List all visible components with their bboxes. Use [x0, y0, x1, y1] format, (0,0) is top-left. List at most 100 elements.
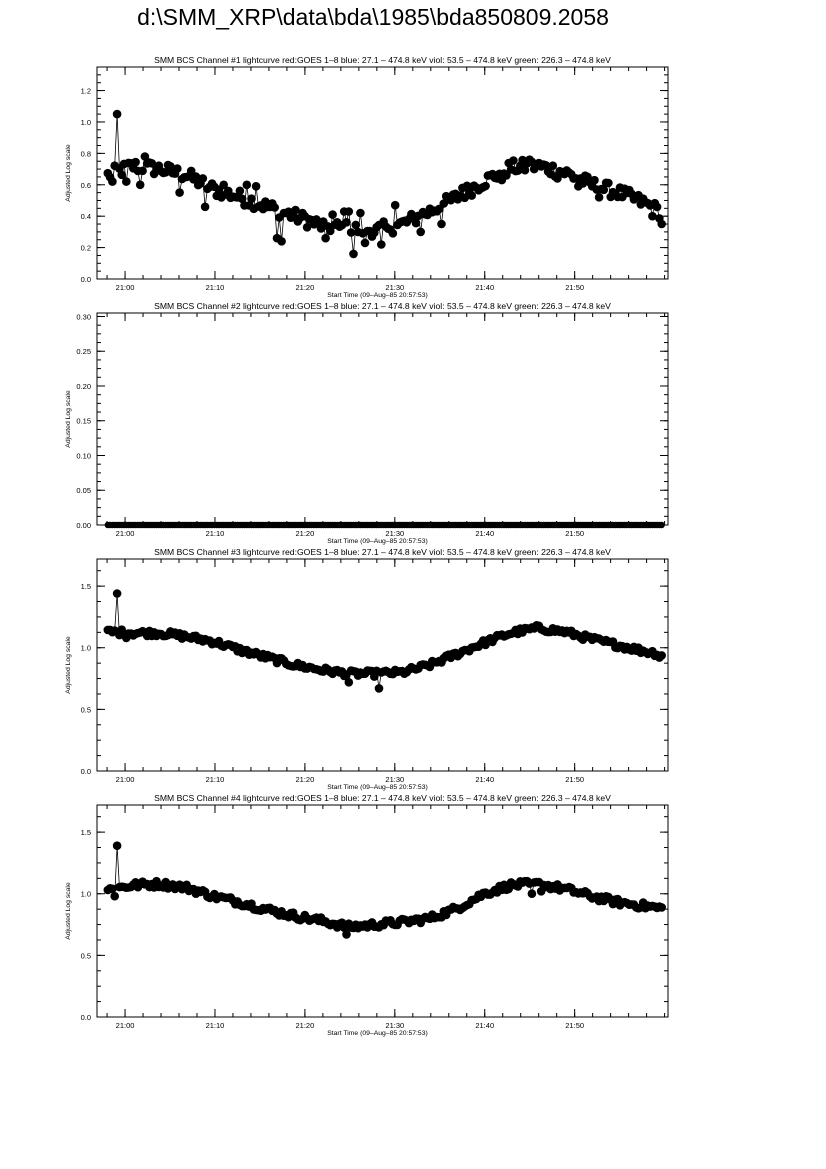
y-axis-label: Adjusted Log scale — [65, 636, 72, 694]
data-point — [349, 249, 358, 259]
data-point — [237, 194, 247, 204]
y-tick-label: 0.10 — [76, 451, 91, 460]
x-tick-label: 21:00 — [116, 775, 135, 784]
y-tick-label: 0.05 — [76, 486, 91, 495]
data-point — [247, 194, 256, 203]
data-point — [360, 238, 370, 248]
chart-title: SMM BCS Channel #3 lightcurve red:GOES 1… — [154, 547, 611, 557]
data-point — [224, 186, 233, 196]
data-point — [590, 175, 599, 185]
x-tick-label: 21:10 — [206, 1021, 225, 1030]
chart-title: SMM BCS Channel #2 lightcurve red:GOES 1… — [154, 301, 611, 311]
y-tick-label: 0.2 — [81, 244, 91, 253]
x-tick-label: 21:20 — [296, 283, 315, 292]
data-point — [117, 170, 126, 180]
chart-panel-4: SMM BCS Channel #4 lightcurve red:GOES 1… — [65, 793, 669, 1037]
data-point — [578, 179, 588, 188]
data-point — [122, 177, 131, 186]
data-point — [527, 889, 537, 898]
x-tick-label: 21:10 — [206, 283, 225, 292]
y-tick-label: 0.0 — [81, 767, 91, 776]
data-point — [147, 159, 157, 168]
data-point — [131, 157, 140, 167]
x-axis-label: Start Time (09–Aug–85 20:57:53) — [327, 292, 428, 299]
y-tick-label: 1.5 — [81, 582, 91, 591]
data-point — [138, 166, 147, 176]
chart-panel-3: SMM BCS Channel #3 lightcurve red:GOES 1… — [65, 547, 669, 791]
y-tick-label: 0.25 — [76, 347, 91, 356]
data-point — [658, 521, 665, 529]
x-tick-label: 21:40 — [475, 529, 494, 538]
data-point — [648, 211, 657, 221]
x-tick-label: 21:40 — [475, 283, 494, 292]
y-axis-label: Adjusted Log scale — [65, 390, 72, 448]
x-tick-label: 21:10 — [206, 529, 225, 538]
data-point — [112, 841, 122, 850]
y-tick-label: 1.0 — [81, 644, 91, 653]
data-point — [173, 164, 182, 173]
data-point — [411, 218, 421, 228]
data-point — [652, 202, 662, 212]
data-point — [110, 891, 119, 901]
y-tick-label: 0.0 — [81, 275, 91, 284]
y-axis-label: Adjusted Log scale — [65, 144, 72, 202]
page-title: d:\SMM_XRP\data\bda\1985\bda850809.2058 — [137, 4, 609, 30]
chart-panel-1: SMM BCS Channel #1 lightcurve red:GOES 1… — [65, 55, 669, 299]
data-point — [377, 240, 386, 249]
plot-frame — [96, 804, 669, 1018]
data-point — [342, 930, 351, 939]
data-point — [328, 210, 337, 219]
data-point — [351, 220, 361, 230]
y-tick-label: 0.00 — [76, 521, 91, 530]
data-point — [302, 223, 312, 232]
x-tick-label: 21:30 — [385, 775, 404, 784]
y-tick-label: 0.0 — [81, 1013, 91, 1022]
x-axis-label: Start Time (09–Aug–85 20:57:53) — [327, 784, 428, 791]
data-point — [219, 180, 228, 190]
data-point — [235, 186, 245, 196]
data-point — [548, 161, 558, 170]
y-tick-label: 1.2 — [81, 87, 91, 96]
data-point — [112, 589, 122, 598]
data-point — [198, 174, 208, 183]
data-point — [657, 903, 666, 912]
data-point — [599, 185, 609, 195]
y-tick-label: 1.0 — [81, 118, 91, 127]
data-point — [191, 172, 201, 181]
y-tick-label: 0.5 — [81, 705, 91, 714]
x-tick-label: 21:50 — [565, 775, 584, 784]
x-tick-label: 21:20 — [296, 775, 315, 784]
y-tick-label: 0.30 — [76, 312, 91, 321]
data-point — [326, 226, 335, 236]
data-point — [277, 237, 286, 246]
x-tick-label: 21:00 — [116, 283, 135, 292]
x-tick-label: 21:50 — [565, 283, 584, 292]
data-point — [175, 188, 184, 197]
data-point — [390, 200, 400, 210]
data-point — [140, 152, 150, 161]
data-point — [344, 207, 354, 216]
chart-panel-2: SMM BCS Channel #2 lightcurve red:GOES 1… — [65, 301, 669, 545]
data-point — [481, 181, 490, 191]
data-point — [135, 180, 145, 190]
x-tick-label: 21:00 — [116, 529, 135, 538]
data-point — [344, 678, 354, 687]
x-tick-label: 21:40 — [475, 1021, 494, 1030]
x-tick-label: 21:40 — [475, 775, 494, 784]
x-tick-label: 21:00 — [116, 1021, 135, 1030]
x-tick-label: 21:20 — [296, 529, 315, 538]
data-point — [108, 177, 117, 186]
x-tick-label: 21:30 — [385, 1021, 404, 1030]
x-tick-label: 21:50 — [565, 1021, 584, 1030]
x-tick-label: 21:30 — [385, 529, 404, 538]
data-point — [657, 219, 666, 229]
y-tick-label: 0.20 — [76, 382, 91, 391]
data-point — [388, 229, 398, 238]
data-point — [502, 171, 511, 180]
x-tick-label: 21:30 — [385, 283, 404, 292]
x-axis-label: Start Time (09–Aug–85 20:57:53) — [327, 1030, 428, 1037]
y-tick-label: 0.15 — [76, 417, 91, 426]
data-point — [594, 193, 604, 202]
plot-frame — [96, 312, 669, 526]
